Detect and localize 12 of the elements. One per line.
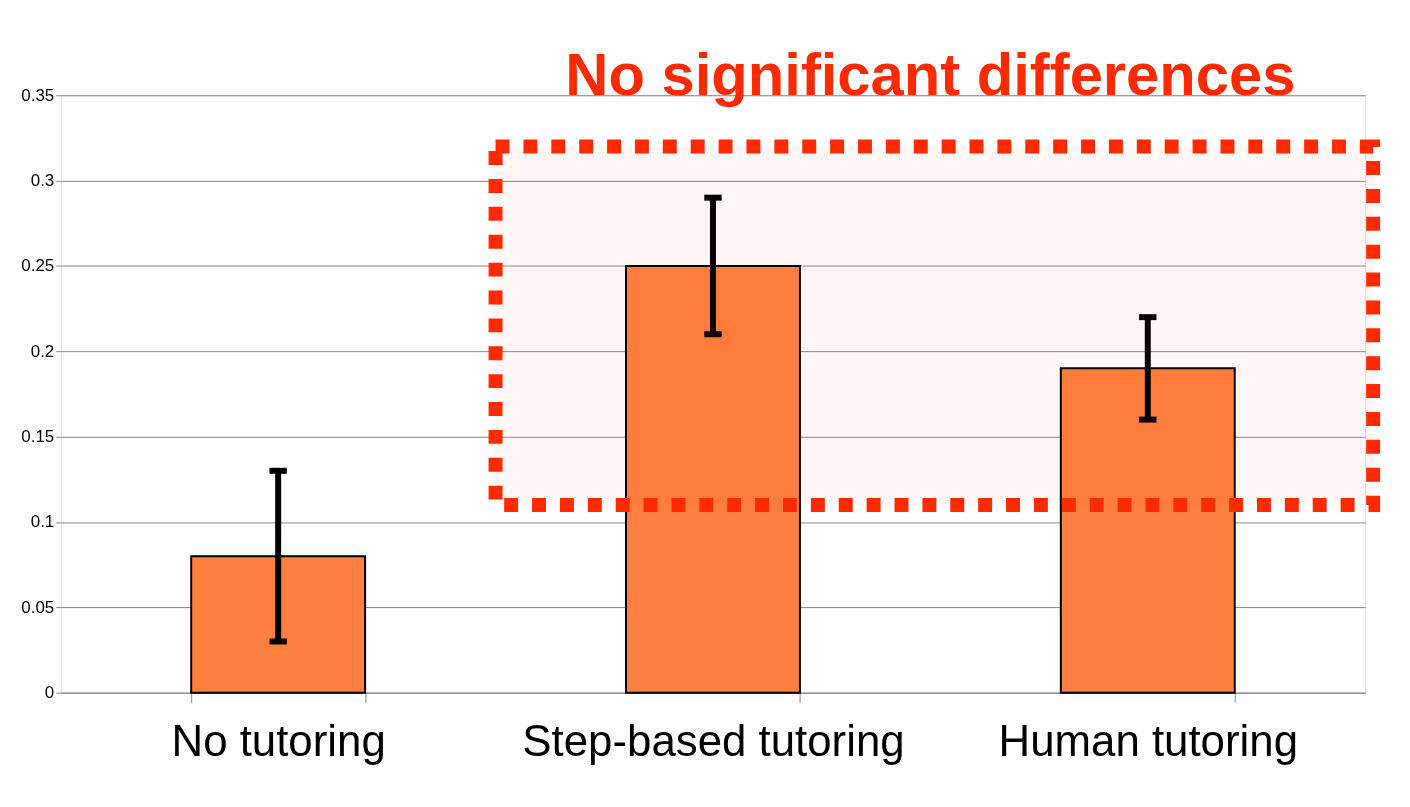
- y-tick-label: 0.3: [30, 171, 55, 191]
- band-label: No significant differences: [565, 40, 1296, 108]
- x-tick-label: No tutoring: [171, 715, 386, 765]
- y-tick-label: 0: [44, 683, 55, 703]
- x-tick-label: Human tutoring: [998, 715, 1298, 765]
- y-tick-label: 0.25: [21, 256, 55, 276]
- y-tick-label: 0.35: [21, 85, 55, 105]
- y-tick-label: 0.05: [21, 597, 55, 617]
- y-tick-label: 0.1: [30, 512, 55, 532]
- y-tick-label: 0.2: [30, 341, 55, 361]
- y-tick-label: 0.15: [21, 427, 55, 447]
- x-tick-label: Step-based tutoring: [522, 715, 905, 765]
